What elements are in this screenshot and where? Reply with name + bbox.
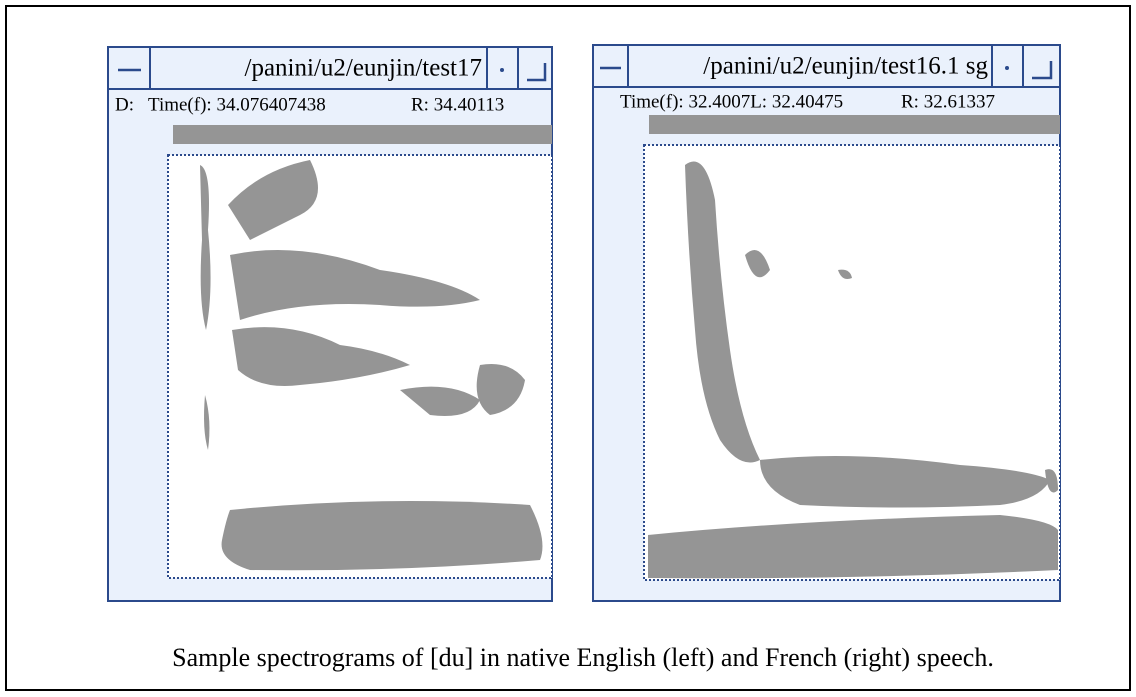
scroll-bar[interactable]: [173, 125, 552, 144]
right-window: /panini/u2/eunjin/test16.1 sg Time(f): 3…: [593, 45, 1060, 601]
info-right: R: 32.61337: [901, 91, 995, 112]
left-window: /panini/u2/eunjin/test17 D: Time(f): 34.…: [108, 47, 552, 601]
window-title: /panini/u2/eunjin/test17: [245, 55, 482, 82]
info-time: Time(f): 32.4007L: 32.40475: [620, 91, 843, 112]
menu-button[interactable]: [593, 45, 628, 87]
window-title: /panini/u2/eunjin/test16.1 sg: [703, 53, 988, 80]
maximize-button[interactable]: [518, 47, 552, 89]
info-right: R: 34.40113: [411, 94, 504, 115]
caption: Sample spectrograms of [du] in native En…: [172, 643, 994, 672]
minimize-icon: [1005, 66, 1009, 70]
scroll-bar[interactable]: [649, 115, 1060, 134]
minimize-icon: [500, 68, 504, 72]
minimize-button[interactable]: [992, 45, 1023, 87]
minimize-button[interactable]: [487, 47, 518, 89]
maximize-button[interactable]: [1023, 45, 1060, 87]
formant: [222, 501, 543, 570]
info-time: Time(f): 34.076407438: [148, 94, 326, 115]
info-label: D:: [115, 94, 134, 115]
figure: /panini/u2/eunjin/test17 D: Time(f): 34.…: [0, 0, 1136, 697]
menu-button[interactable]: [108, 47, 150, 89]
